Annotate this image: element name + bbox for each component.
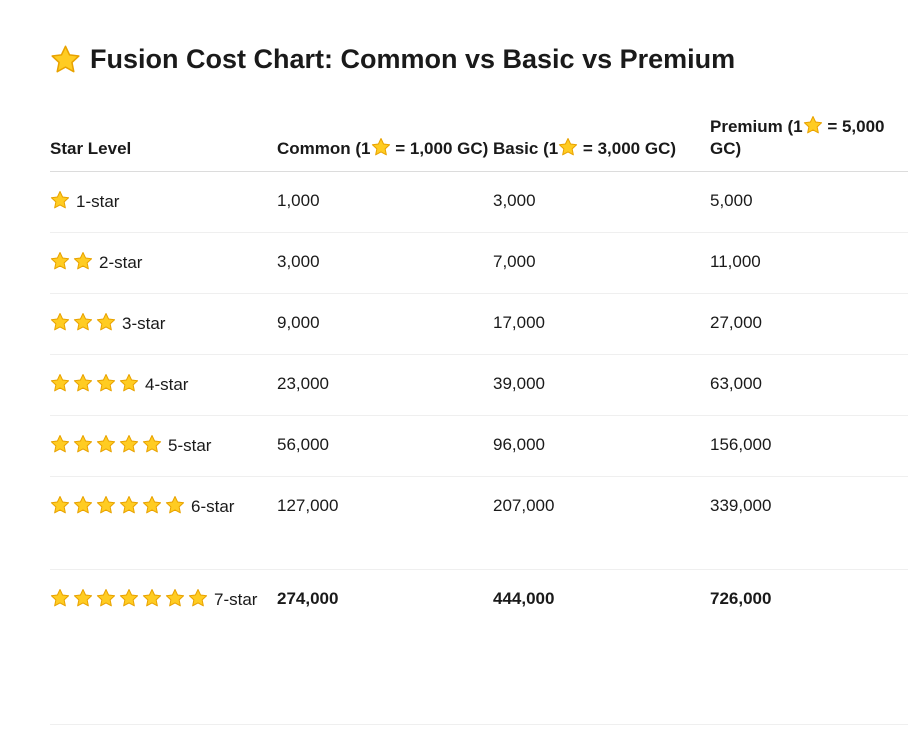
header-star-level: Star Level — [50, 98, 277, 172]
star-icon — [119, 373, 139, 393]
star-level-cell: 6-star — [50, 476, 277, 570]
star-icon — [50, 251, 70, 271]
star-icon — [119, 434, 139, 454]
fusion-cost-table: Star Level Common (1 = 1,000 GC) Basic (… — [50, 98, 908, 737]
table-row: 3-star 9,000 17,000 27,000 — [50, 293, 908, 355]
star-icon — [165, 495, 185, 515]
premium-cost-cell: 63,000 — [710, 354, 908, 416]
table-row: 2-star 3,000 7,000 11,000 — [50, 232, 908, 294]
premium-cost-cell: 339,000 — [710, 476, 908, 570]
star-icon — [73, 495, 93, 515]
star-rating — [50, 373, 142, 394]
basic-cost-cell: 7,000 — [493, 232, 710, 294]
star-icon — [142, 495, 162, 515]
star-icon — [73, 588, 93, 608]
star-level-label: 1-star — [76, 192, 120, 211]
star-level-cell: 2-star — [50, 232, 277, 294]
page-title-text: Fusion Cost Chart: Common vs Basic vs Pr… — [90, 44, 736, 74]
star-icon — [50, 434, 70, 454]
star-icon — [165, 588, 185, 608]
star-icon — [50, 588, 70, 608]
star-icon — [50, 495, 70, 515]
star-icon — [142, 588, 162, 608]
common-cost-cell: 274,000 — [277, 589, 339, 608]
basic-cost-cell: 96,000 — [493, 415, 710, 477]
divider — [50, 724, 908, 725]
star-rating — [50, 588, 211, 609]
table-row: 1-star 1,000 3,000 5,000 — [50, 171, 908, 233]
star-icon — [50, 190, 70, 210]
table-row: 5-star 56,000 96,000 156,000 — [50, 415, 908, 477]
star-icon — [803, 115, 823, 135]
star-level-label: 6-star — [191, 497, 235, 516]
common-cost-cell: 9,000 — [277, 293, 493, 355]
common-cost-cell: 1,000 — [277, 171, 493, 233]
star-icon — [119, 588, 139, 608]
star-level-label: 2-star — [99, 253, 143, 272]
star-rating — [50, 190, 73, 211]
premium-cost-cell: 11,000 — [710, 232, 908, 294]
premium-cost-cell: 156,000 — [710, 415, 908, 477]
star-icon — [73, 312, 93, 332]
table-row: 7-star 274,000 444,000 726,000 — [50, 570, 908, 737]
star-level-label: 7-star — [214, 590, 258, 609]
star-icon — [50, 312, 70, 332]
star-level-cell: 4-star — [50, 354, 277, 416]
header-common: Common (1 = 1,000 GC) — [277, 98, 493, 172]
premium-cost-cell: 5,000 — [710, 171, 908, 233]
basic-cost-cell: 444,000 — [493, 589, 555, 608]
star-level-label: 3-star — [122, 314, 166, 333]
basic-cost-cell: 39,000 — [493, 354, 710, 416]
star-icon — [371, 137, 391, 157]
table-row: 6-star 127,000 207,000 339,000 — [50, 476, 908, 570]
star-rating — [50, 434, 165, 455]
star-icon — [73, 373, 93, 393]
common-cost-cell: 23,000 — [277, 354, 493, 416]
star-level-cell: 3-star — [50, 293, 277, 355]
star-icon — [558, 137, 578, 157]
basic-cost-cell: 207,000 — [493, 476, 710, 570]
star-icon — [96, 312, 116, 332]
header-premium: Premium (1 = 5,000 GC) — [710, 98, 908, 172]
basic-cost-cell: 17,000 — [493, 293, 710, 355]
star-icon — [50, 44, 81, 75]
common-cost-cell: 3,000 — [277, 232, 493, 294]
common-cost-cell: 56,000 — [277, 415, 493, 477]
star-level-label: 5-star — [168, 436, 212, 455]
star-icon — [96, 434, 116, 454]
star-level-cell: 7-star — [50, 570, 277, 737]
star-level-cell: 5-star — [50, 415, 277, 477]
star-rating — [50, 251, 96, 272]
star-icon — [73, 434, 93, 454]
star-icon — [188, 588, 208, 608]
page-title: Fusion Cost Chart: Common vs Basic vs Pr… — [50, 44, 735, 75]
star-icon — [96, 495, 116, 515]
star-icon — [96, 373, 116, 393]
table-row: 4-star 23,000 39,000 63,000 — [50, 354, 908, 416]
basic-cost-cell: 3,000 — [493, 171, 710, 233]
premium-cost-cell: 726,000 — [710, 589, 772, 608]
header-basic: Basic (1 = 3,000 GC) — [493, 98, 710, 172]
star-icon — [96, 588, 116, 608]
star-rating — [50, 312, 119, 333]
star-rating — [50, 495, 188, 516]
star-icon — [73, 251, 93, 271]
star-icon — [142, 434, 162, 454]
star-icon — [50, 373, 70, 393]
star-icon — [119, 495, 139, 515]
premium-cost-cell: 27,000 — [710, 293, 908, 355]
star-level-cell: 1-star — [50, 171, 277, 233]
common-cost-cell: 127,000 — [277, 476, 493, 570]
table-header-row: Star Level Common (1 = 1,000 GC) Basic (… — [50, 98, 908, 172]
table-body: 1-star 1,000 3,000 5,000 2-star 3,000 7,000 11,… — [50, 171, 908, 737]
star-level-label: 4-star — [145, 375, 189, 394]
